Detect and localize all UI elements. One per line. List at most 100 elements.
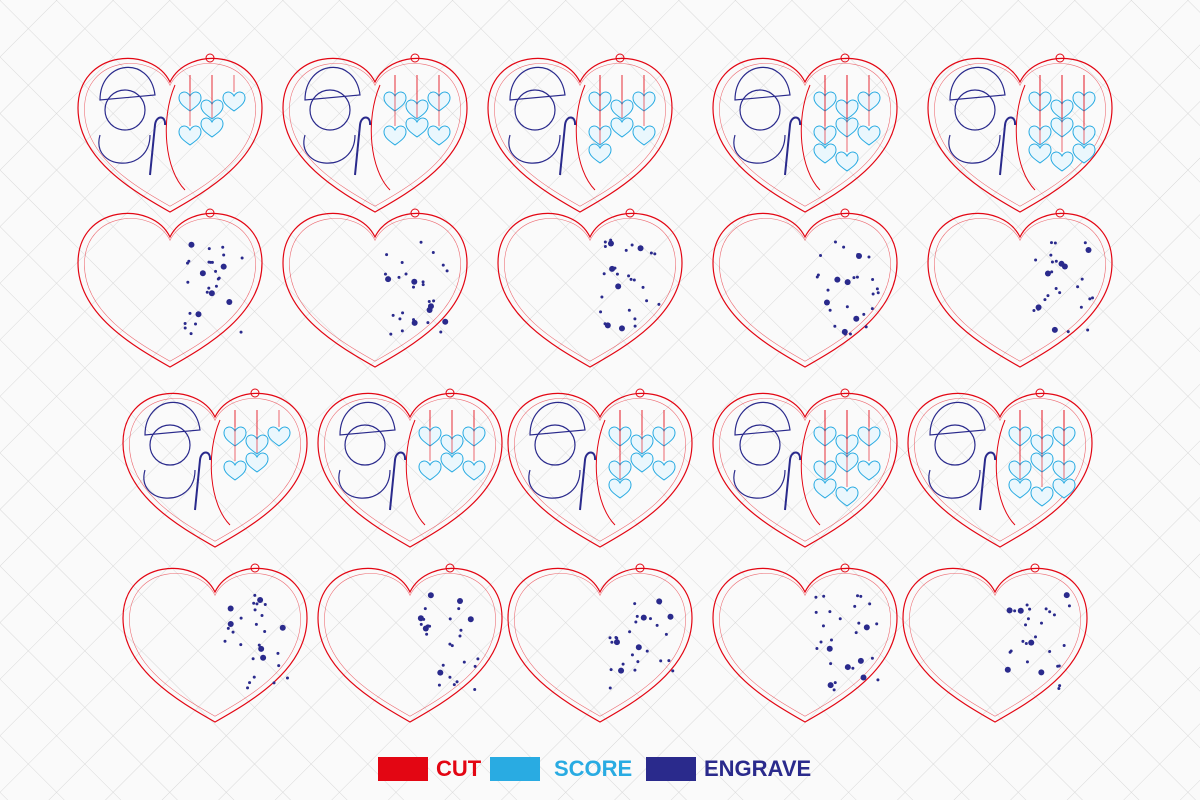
engrave-dot: [1032, 308, 1036, 312]
engrave-dot: [876, 678, 880, 682]
engrave-dot: [671, 669, 675, 673]
engrave-dot: [636, 660, 640, 664]
engrave-dot: [603, 244, 607, 248]
engrave-dot: [664, 632, 668, 636]
engrave-dot: [1044, 607, 1048, 611]
engrave-dot: [457, 607, 461, 611]
engrave-dot: [431, 251, 435, 255]
hang-hole: [1055, 208, 1065, 218]
engrave-dot: [220, 263, 227, 270]
engrave-dot: [462, 660, 466, 664]
engrave-dot: [263, 602, 267, 606]
hang-hole: [1030, 563, 1040, 573]
hang-hole: [1035, 388, 1045, 398]
snowman-hat: [529, 401, 586, 436]
engrave-dot: [1035, 304, 1042, 311]
engrave-dot: [603, 240, 607, 244]
engrave-dot: [428, 624, 432, 628]
engrave-dot: [1054, 286, 1058, 290]
engrave-dot: [183, 321, 187, 325]
snowman-body: [948, 134, 1001, 164]
hang-hole: [840, 563, 850, 573]
engrave-dot: [1053, 241, 1057, 245]
snowman-body: [508, 134, 561, 164]
snowman-body: [338, 469, 391, 499]
hang-hole: [410, 208, 420, 218]
engrave-dot: [819, 640, 823, 644]
engrave-dot: [411, 285, 415, 289]
snowman-head: [954, 89, 996, 131]
snowman-hat: [339, 401, 396, 436]
snowman-head: [344, 424, 386, 466]
engrave-dot: [853, 315, 860, 322]
engrave-dot: [425, 632, 429, 636]
hang-hole: [625, 208, 635, 218]
engrave-dot: [427, 303, 434, 310]
engrave-dot: [871, 292, 875, 296]
engrave-dot: [253, 608, 257, 612]
divider: [575, 84, 596, 191]
engrave-dot: [815, 275, 819, 279]
legend-label: SCORE: [554, 756, 632, 781]
engrave-dot: [618, 325, 625, 332]
engrave-dot: [863, 624, 870, 631]
engrave-dot: [401, 311, 405, 315]
snowman-head: [149, 424, 191, 466]
engrave-dot: [437, 683, 441, 687]
engrave-dot: [427, 299, 431, 303]
engrave-dot: [448, 617, 452, 621]
engrave-dot: [1063, 592, 1070, 599]
engrave-dot: [1039, 621, 1043, 625]
engrave-dot: [1083, 241, 1087, 245]
engrave-dot: [432, 299, 436, 303]
engrave-dot: [1028, 607, 1032, 611]
engrave-dot: [864, 325, 868, 329]
engrave-dot: [852, 276, 856, 280]
candy-cane: [579, 451, 597, 511]
engrave-dot: [634, 620, 638, 624]
engrave-dot: [609, 238, 613, 242]
engrave-dot: [1091, 296, 1095, 300]
candy-cane: [999, 116, 1017, 176]
engrave-dot: [615, 283, 622, 290]
engrave-dot: [1038, 669, 1045, 676]
engrave-dot: [448, 642, 452, 646]
hang-hole: [635, 563, 645, 573]
engrave-dot: [1066, 330, 1070, 334]
engrave-dot: [659, 659, 663, 663]
engrave-dot: [1061, 263, 1068, 270]
hang-hole: [445, 388, 455, 398]
engrave-dot: [1054, 259, 1058, 263]
engrave-dot: [870, 307, 874, 311]
engrave-dot: [834, 276, 841, 283]
engrave-dot: [632, 278, 636, 282]
engrave-dot: [1067, 604, 1071, 608]
engrave-dot: [458, 634, 462, 638]
hang-hole: [1055, 53, 1065, 63]
candy-cane: [389, 451, 407, 511]
engrave-dot: [645, 649, 649, 653]
engrave-dot: [457, 597, 464, 604]
divider: [800, 84, 821, 191]
divider: [800, 419, 821, 526]
engrave-dot: [833, 324, 837, 328]
engrave-dot: [251, 657, 255, 661]
snowman-body: [528, 469, 581, 499]
engrave-dot: [248, 681, 252, 685]
engrave-dot: [239, 330, 243, 334]
engrave-dot: [614, 636, 618, 640]
engrave-dot: [833, 681, 837, 685]
engrave-dot: [255, 602, 259, 606]
engrave-dot: [1004, 666, 1011, 673]
ornament: [317, 563, 503, 723]
snowman-head: [104, 89, 146, 131]
engrave-dot: [826, 288, 830, 292]
engrave-dot: [833, 240, 837, 244]
engrave-dot: [862, 312, 866, 316]
engrave-dot: [613, 639, 620, 646]
legend-swatch: [490, 757, 540, 781]
snowman-head: [934, 424, 976, 466]
engrave-dot: [871, 277, 875, 281]
engrave-dot: [1021, 639, 1025, 643]
ornament: [712, 388, 898, 548]
